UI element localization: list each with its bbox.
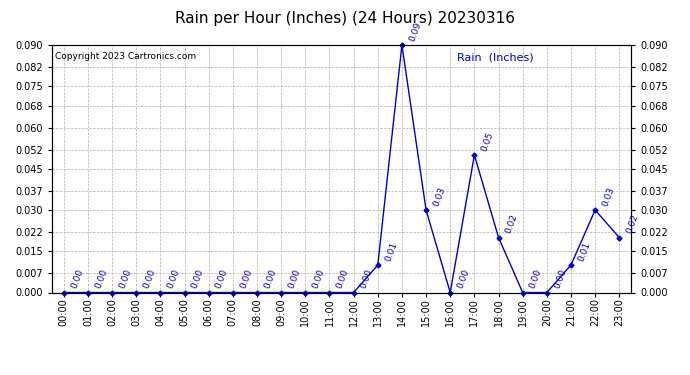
Text: Copyright 2023 Cartronics.com: Copyright 2023 Cartronics.com — [55, 53, 196, 62]
Text: 0.00: 0.00 — [70, 268, 85, 290]
Text: 0.00: 0.00 — [118, 268, 133, 290]
Text: 0.01: 0.01 — [577, 240, 592, 262]
Text: 0.00: 0.00 — [239, 268, 254, 290]
Text: 0.00: 0.00 — [311, 268, 326, 290]
Text: 0.00: 0.00 — [335, 268, 351, 290]
Text: 0.03: 0.03 — [601, 185, 616, 207]
Text: 0.00: 0.00 — [456, 268, 471, 290]
Text: 0.00: 0.00 — [287, 268, 302, 290]
Text: 0.00: 0.00 — [215, 268, 230, 290]
Text: 0.00: 0.00 — [359, 268, 375, 290]
Text: 0.00: 0.00 — [263, 268, 278, 290]
Text: 0.01: 0.01 — [384, 240, 399, 262]
Text: 0.00: 0.00 — [142, 268, 157, 290]
Text: 0.05: 0.05 — [480, 130, 495, 152]
Text: 0.00: 0.00 — [94, 268, 109, 290]
Text: 0.00: 0.00 — [529, 268, 544, 290]
Text: 0.09: 0.09 — [408, 20, 423, 42]
Text: 0.00: 0.00 — [190, 268, 206, 290]
Text: 0.00: 0.00 — [166, 268, 181, 290]
Text: 0.02: 0.02 — [625, 213, 640, 235]
Text: 0.03: 0.03 — [432, 185, 447, 207]
Text: Rain  (Inches): Rain (Inches) — [457, 53, 534, 62]
Text: 0.02: 0.02 — [504, 213, 520, 235]
Text: Rain per Hour (Inches) (24 Hours) 20230316: Rain per Hour (Inches) (24 Hours) 202303… — [175, 11, 515, 26]
Text: 0.00: 0.00 — [553, 268, 568, 290]
